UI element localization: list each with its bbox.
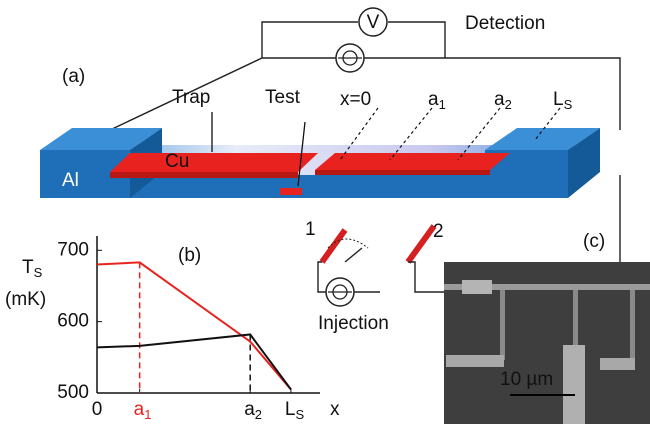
wire: [318, 262, 326, 292]
switch: [345, 248, 362, 262]
a2-sub: 2: [505, 97, 512, 112]
trap-top: [110, 153, 318, 172]
trap-label: Trap: [172, 87, 210, 108]
sem-pad: [446, 355, 504, 367]
x-tick-sub: 2: [255, 407, 262, 422]
a1-sub: 1: [439, 97, 446, 112]
a1-base: a: [428, 89, 439, 110]
x-tick-sub: S: [295, 407, 304, 422]
sem-pad: [600, 358, 635, 370]
x-tick-sub: 1: [144, 407, 151, 422]
x0-label: x=0: [340, 89, 371, 110]
voltmeter-label: V: [367, 12, 380, 33]
curve: [97, 334, 291, 389]
test-label: Test: [265, 87, 301, 108]
probe-label: 2: [433, 221, 444, 242]
trap-front: [110, 172, 298, 178]
al-label: Al: [62, 170, 79, 191]
probe-label: 1: [305, 219, 316, 240]
sem-line: [630, 290, 635, 360]
probe: [322, 230, 345, 262]
ls-sub: S: [564, 97, 573, 112]
panel-label: (a): [62, 66, 85, 87]
device: [40, 108, 600, 262]
sem-pad: [563, 345, 585, 424]
x-tick-label: 0: [92, 399, 103, 420]
wire-front: [315, 170, 490, 175]
test: [280, 188, 302, 195]
sem-image: [444, 262, 650, 424]
probe: [408, 226, 434, 262]
y-tick-label: 600: [57, 311, 89, 332]
x-tick-base: a: [134, 399, 145, 420]
a2-base: a: [494, 89, 505, 110]
cu-label: Cu: [165, 151, 189, 172]
injection-label: Injection: [318, 313, 389, 334]
x-tick-label: a1: [134, 399, 152, 422]
x-axis-label: x: [330, 399, 340, 420]
y-label-sub: S: [34, 265, 43, 280]
y-axis-label: TS: [22, 257, 43, 280]
sem-line: [500, 290, 505, 360]
sem-line: [573, 290, 578, 345]
x-tick-label: LS: [285, 399, 305, 422]
x-tick-label: a2: [244, 399, 262, 422]
y-tick-label: 500: [57, 382, 89, 403]
y-label-base: T: [22, 257, 34, 278]
x-tick-base: a: [244, 399, 255, 420]
ls-label: LS: [553, 89, 573, 112]
curve: [97, 262, 291, 389]
ls-base: L: [553, 89, 564, 110]
sem-pad: [462, 280, 492, 294]
y-tick-label: 700: [57, 239, 89, 260]
y-axis-unit: (mK): [5, 289, 46, 310]
panel-label: (b): [178, 245, 201, 266]
x-tick-base: L: [285, 399, 296, 420]
figure: V Detection (a) Al Cu Trap Test x=0 a1 a…: [0, 0, 650, 424]
wire: [388, 22, 445, 58]
a1-label: a1: [428, 89, 446, 112]
panel-label: (c): [583, 231, 605, 252]
a2-label: a2: [494, 89, 512, 112]
wire-top: [315, 153, 510, 170]
scale-label: 10 µm: [500, 369, 553, 390]
detection-label: Detection: [465, 13, 545, 34]
